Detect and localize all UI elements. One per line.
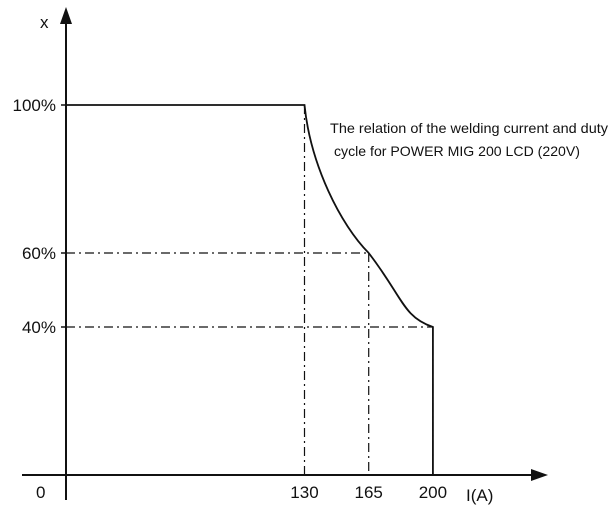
y-tick-label-100: 100% <box>13 96 56 115</box>
x-tick-label-130: 130 <box>290 483 318 502</box>
y-tick-label-40: 40% <box>22 318 56 337</box>
chart-annotation-line-1: The relation of the welding current and … <box>330 120 608 136</box>
x-axis-label: I(A) <box>466 486 493 505</box>
series-line <box>66 104 434 475</box>
y-axis-label: x <box>40 13 49 32</box>
duty-cycle-curve <box>66 104 434 475</box>
axes <box>22 7 548 500</box>
x-tick-label-165: 165 <box>355 483 383 502</box>
x-axis-arrow <box>531 469 548 481</box>
origin-label: 0 <box>36 483 45 502</box>
guide-lines <box>66 105 434 475</box>
y-axis-arrow <box>60 7 72 24</box>
chart-annotation-line-2: cycle for POWER MIG 200 LCD (220V) <box>334 143 580 159</box>
y-tick-label-60: 60% <box>22 244 56 263</box>
x-tick-label-200: 200 <box>419 483 447 502</box>
tick-labels: 40% 60% 100% 130 165 200 <box>13 96 448 502</box>
